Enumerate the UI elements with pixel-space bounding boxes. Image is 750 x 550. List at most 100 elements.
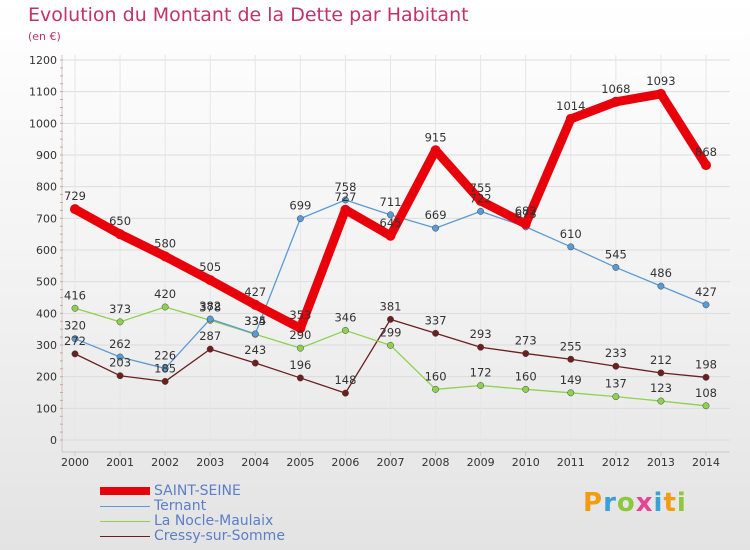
legend-item: La Nocle-Maulaix — [100, 514, 360, 529]
x-tick-label: 2012 — [602, 456, 630, 469]
x-tick-label: 2010 — [512, 456, 540, 469]
legend-label: La Nocle-Maulaix — [154, 513, 274, 529]
x-tick-label: 2013 — [647, 456, 675, 469]
data-label: 727 — [334, 190, 356, 204]
legend-swatch — [100, 487, 150, 495]
logo-letter: t — [663, 488, 677, 518]
data-point — [71, 304, 79, 312]
data-point — [296, 344, 304, 352]
legend-swatch — [100, 506, 150, 507]
data-point — [250, 299, 261, 310]
data-label: 610 — [560, 227, 582, 241]
data-label: 758 — [334, 180, 356, 194]
data-point — [657, 397, 665, 405]
data-point — [430, 145, 441, 156]
data-label: 645 — [380, 216, 402, 230]
y-tick-label: 900 — [36, 149, 57, 162]
data-point — [522, 350, 530, 357]
data-label: 203 — [109, 356, 131, 370]
y-tick-label: 1100 — [29, 86, 57, 99]
data-label: 320 — [64, 319, 86, 333]
data-point — [161, 364, 169, 372]
data-label: 699 — [289, 199, 311, 213]
data-point — [205, 275, 216, 286]
data-point — [387, 341, 394, 349]
x-tick-label: 2007 — [377, 456, 405, 469]
legend-label: Cressy-sur-Somme — [154, 528, 285, 544]
data-label: 212 — [650, 353, 672, 367]
data-point — [116, 318, 124, 326]
data-point — [522, 385, 530, 393]
data-point — [161, 377, 169, 385]
data-point — [567, 243, 575, 251]
data-point — [115, 229, 126, 240]
data-point — [116, 372, 124, 380]
data-point — [251, 330, 259, 338]
data-label: 373 — [109, 302, 131, 316]
data-label: 378 — [199, 300, 221, 314]
data-label: 287 — [199, 329, 221, 343]
legend-label: SAINT-SEINE — [154, 483, 241, 499]
data-point — [475, 195, 486, 206]
data-point — [432, 224, 440, 232]
data-label: 682 — [515, 204, 537, 218]
data-point — [567, 355, 575, 363]
data-point — [341, 389, 349, 397]
x-tick-label: 2005 — [286, 456, 314, 469]
logo-letter: o — [616, 488, 636, 518]
data-point — [701, 160, 711, 171]
data-label: 123 — [650, 381, 672, 395]
data-label: 722 — [470, 191, 492, 205]
data-point — [251, 359, 259, 367]
x-tick-label: 2014 — [692, 456, 720, 469]
data-label: 416 — [64, 288, 86, 302]
y-tick-label: 300 — [36, 339, 57, 352]
x-tick-label: 2011 — [557, 456, 585, 469]
data-label: 299 — [380, 325, 402, 339]
data-label: 650 — [109, 214, 131, 228]
data-point — [657, 369, 665, 377]
data-label: 262 — [109, 337, 131, 351]
data-label: 505 — [199, 260, 221, 274]
y-tick-label: 200 — [36, 371, 57, 384]
y-tick-label: 1000 — [29, 117, 57, 130]
chart-subtitle: (en €) — [28, 30, 61, 43]
data-label: 381 — [380, 299, 402, 313]
data-label: 868 — [695, 145, 717, 159]
data-point — [432, 329, 440, 337]
logo-letter: i — [653, 488, 664, 518]
x-tick-label: 2003 — [196, 456, 224, 469]
data-label: 420 — [154, 287, 176, 301]
data-label: 1014 — [556, 99, 585, 113]
data-point — [387, 211, 394, 219]
data-label: 673 — [515, 207, 537, 221]
x-tick-label: 2009 — [467, 456, 495, 469]
data-point — [295, 323, 306, 334]
data-label: 1093 — [646, 74, 675, 88]
data-point — [116, 353, 124, 361]
data-point — [206, 345, 214, 353]
x-tick-label: 2008 — [422, 456, 450, 469]
data-label: 580 — [154, 236, 176, 250]
data-point — [160, 251, 171, 262]
data-point — [387, 315, 394, 323]
data-label: 334 — [244, 314, 266, 328]
data-label: 335 — [244, 314, 266, 328]
y-tick-label: 1200 — [29, 54, 57, 67]
y-tick-label: 100 — [36, 402, 57, 415]
data-label: 382 — [199, 299, 221, 313]
legend-label: Ternant — [154, 498, 207, 514]
data-label: 149 — [560, 373, 582, 387]
data-label: 293 — [470, 327, 492, 341]
data-label: 226 — [154, 348, 176, 362]
y-tick-label: 600 — [36, 244, 57, 257]
data-label: 711 — [380, 195, 402, 209]
x-tick-label: 2006 — [331, 456, 359, 469]
data-point — [341, 326, 349, 334]
data-label: 337 — [425, 313, 447, 327]
data-point — [477, 207, 485, 215]
data-label: 729 — [64, 189, 86, 203]
data-label: 243 — [244, 343, 266, 357]
data-point — [655, 88, 666, 99]
